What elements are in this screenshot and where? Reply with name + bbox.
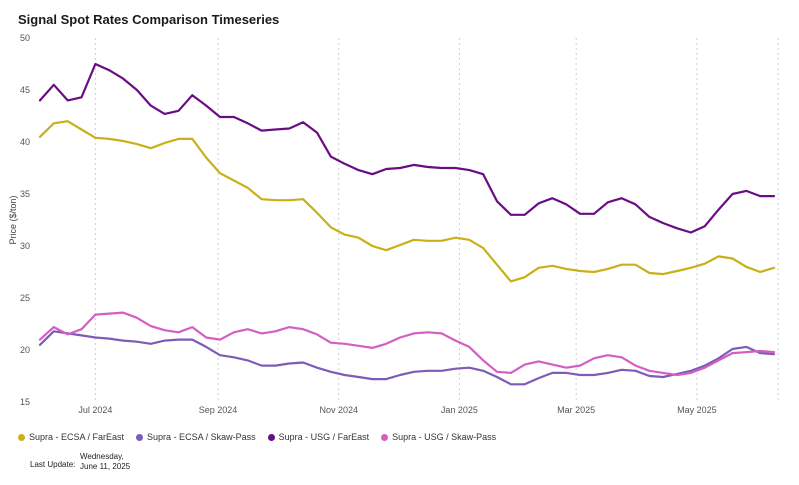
y-tick-label: 30 [20, 241, 30, 251]
x-tick-label: May 2025 [677, 405, 717, 415]
last-update-label: Last Update: [30, 460, 76, 469]
chart-title: Signal Spot Rates Comparison Timeseries [18, 12, 280, 27]
legend-item-usg-skaw-pass[interactable]: Supra - USG / Skaw-Pass [381, 432, 496, 442]
y-tick-label: 25 [20, 293, 30, 303]
legend-label: Supra - USG / FarEast [278, 432, 370, 442]
legend-marker [18, 433, 25, 441]
legend-marker [381, 433, 389, 441]
x-axis: Jul 2024 Sep 2024 Nov 2024 Jan 2025 Mar 2025… [78, 405, 716, 415]
legend-label: Supra - ECSA / FarEast [29, 432, 125, 442]
series-layer [38, 62, 776, 386]
series-line-3[interactable] [38, 311, 776, 377]
series-line-2[interactable] [38, 62, 776, 234]
y-tick-label: 45 [20, 85, 30, 95]
x-tick-label: Sep 2024 [199, 405, 238, 415]
x-tick-label: Mar 2025 [557, 405, 595, 415]
last-update-value: Wednesday, June 11, 2025 [80, 452, 150, 472]
last-update-day: Wednesday, [80, 452, 124, 461]
legend-item-usg-fareast[interactable]: Supra - USG / FarEast [267, 432, 370, 442]
x-tick-label: Jan 2025 [441, 405, 478, 415]
grid-layer [94, 38, 779, 402]
line-chart: 15 20 25 30 35 40 45 50 Jul 2024 Sep 2024 Nov 202… [8, 33, 779, 415]
y-axis: 15 20 25 30 35 40 45 50 [20, 33, 30, 407]
y-axis-title: Price ($/ton) [8, 195, 18, 244]
legend-item-ecsa-fareast[interactable]: Supra - ECSA / FarEast [18, 432, 124, 442]
legend-marker [267, 433, 275, 441]
legend: Supra - ECSA / FarEast Supra - ECSA / Sk… [18, 432, 496, 442]
series-line-0[interactable] [38, 120, 776, 283]
legend-marker [136, 433, 144, 441]
x-tick-label: Nov 2024 [319, 405, 358, 415]
legend-item-ecsa-skaw-pass[interactable]: Supra - ECSA / Skaw-Pass [136, 432, 256, 442]
legend-label: Supra - USG / Skaw-Pass [392, 432, 497, 442]
y-tick-label: 50 [20, 33, 30, 43]
y-tick-label: 15 [20, 397, 30, 407]
x-tick-label: Jul 2024 [78, 405, 112, 415]
y-tick-label: 20 [20, 345, 30, 355]
last-update-date: June 11, 2025 [80, 462, 131, 471]
y-tick-label: 35 [20, 189, 30, 199]
legend-label: Supra - ECSA / Skaw-Pass [147, 432, 256, 442]
series-line-1[interactable] [38, 330, 776, 386]
y-tick-label: 40 [20, 137, 30, 147]
